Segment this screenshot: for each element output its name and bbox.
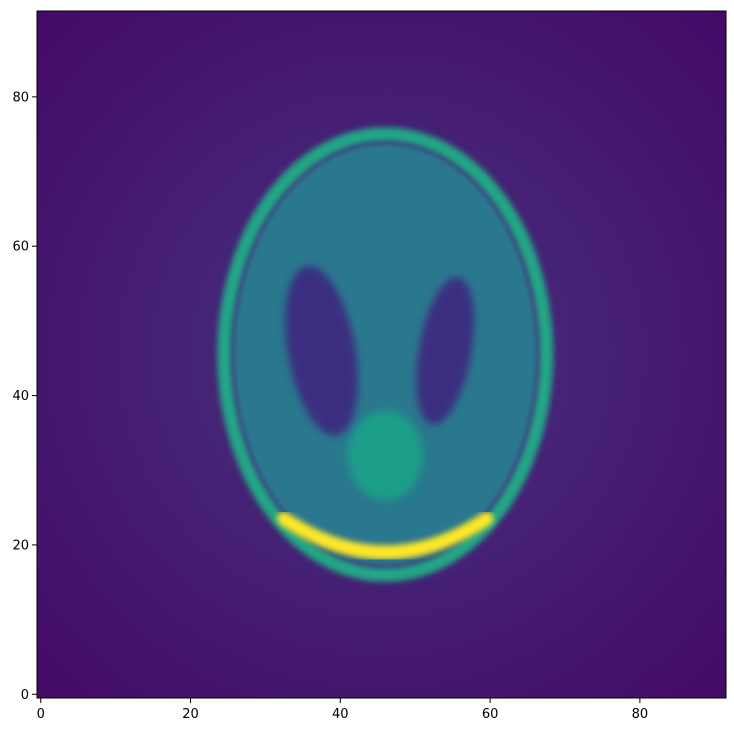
x-tick-label: 60 bbox=[482, 707, 499, 722]
right-dark-ellipse bbox=[416, 277, 475, 425]
y-axis-ticks: 0 20 40 60 80 bbox=[12, 90, 37, 703]
y-tick-label: 40 bbox=[12, 389, 29, 404]
top-bright-arc bbox=[277, 511, 494, 560]
y-tick-label: 80 bbox=[12, 90, 29, 105]
axes-frame bbox=[36, 10, 727, 699]
heatmap-features bbox=[217, 127, 554, 582]
x-tick-label: 0 bbox=[37, 707, 45, 722]
upper-blob bbox=[347, 410, 423, 501]
x-tick-label: 80 bbox=[632, 707, 649, 722]
y-tick-label: 60 bbox=[12, 240, 29, 255]
heatmap-image bbox=[37, 11, 726, 698]
outer-ring bbox=[217, 127, 554, 582]
y-tick-label: 0 bbox=[21, 688, 29, 703]
x-tick-label: 20 bbox=[182, 707, 199, 722]
x-tick-label: 40 bbox=[332, 707, 349, 722]
left-dark-ellipse bbox=[285, 265, 358, 436]
interior-region bbox=[233, 143, 538, 566]
x-axis-ticks: 0 20 40 60 80 bbox=[37, 698, 649, 722]
y-tick-label: 20 bbox=[12, 538, 29, 553]
